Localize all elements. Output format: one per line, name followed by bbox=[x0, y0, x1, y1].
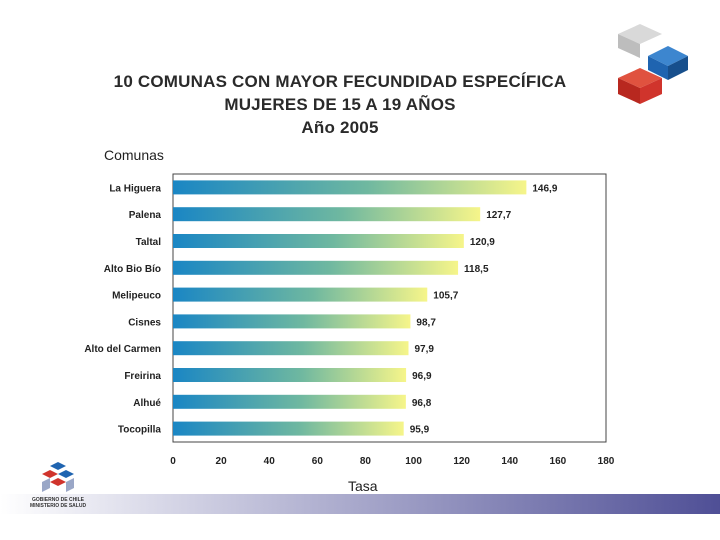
slide-title: 10 COMUNAS CON MAYOR FECUNDIDAD ESPECÍFI… bbox=[60, 70, 620, 139]
bar bbox=[173, 394, 406, 409]
value-label: 105,7 bbox=[433, 291, 458, 302]
gobierno-logo bbox=[42, 462, 74, 492]
title-line-3: Año 2005 bbox=[301, 118, 379, 137]
value-label: 96,8 bbox=[412, 398, 432, 409]
x-tick-label: 100 bbox=[405, 456, 422, 467]
category-label: Palena bbox=[129, 210, 162, 221]
bar bbox=[173, 234, 464, 248]
category-label: Alhué bbox=[133, 398, 161, 409]
x-tick-label: 0 bbox=[170, 456, 176, 467]
logo-blue-cube-icon bbox=[50, 462, 66, 470]
bar bbox=[173, 368, 407, 382]
x-tick-label: 180 bbox=[598, 456, 615, 467]
value-label: 98,7 bbox=[416, 317, 436, 328]
bar bbox=[173, 314, 411, 329]
x-tick-label: 160 bbox=[550, 456, 567, 467]
category-label: Melipeuco bbox=[112, 291, 161, 302]
value-label: 120,9 bbox=[470, 237, 495, 248]
brand-line-1: GOBIERNO DE CHILE bbox=[32, 497, 84, 503]
footer-band bbox=[0, 494, 720, 514]
x-tick-label: 120 bbox=[453, 456, 470, 467]
bar bbox=[173, 207, 481, 222]
value-label: 96,9 bbox=[412, 371, 432, 382]
grey-cube-side-icon bbox=[618, 34, 640, 58]
bar bbox=[173, 260, 459, 275]
category-label: Tocopilla bbox=[118, 425, 162, 436]
corner-cubes-logo bbox=[618, 24, 688, 104]
logo-grey-cube2-icon bbox=[66, 478, 74, 492]
category-label: La Higuera bbox=[109, 183, 161, 194]
bar bbox=[173, 287, 428, 302]
title-line-2: MUJERES DE 15 A 19 AÑOS bbox=[224, 95, 456, 114]
red-cube-side-icon bbox=[618, 78, 640, 104]
logo-red-cube-icon bbox=[42, 470, 58, 478]
value-label: 95,9 bbox=[410, 425, 430, 436]
x-tick-label: 80 bbox=[360, 456, 372, 467]
x-axis-title: Tasa bbox=[348, 478, 378, 494]
value-label: 118,5 bbox=[464, 264, 489, 275]
logo-blue-cube2-icon bbox=[58, 470, 74, 478]
bar bbox=[173, 341, 409, 356]
bar bbox=[173, 180, 527, 195]
bar bbox=[173, 421, 404, 436]
x-tick-label: 140 bbox=[501, 456, 518, 467]
x-tick-label: 40 bbox=[264, 456, 276, 467]
category-label: Taltal bbox=[136, 237, 162, 248]
labels-layer: La Higuera 146,9 Palena 127,7 Taltal 120,9 Alt… bbox=[84, 183, 614, 467]
brand-text: GOBIERNO DE CHILE MINISTERIO DE SALUD bbox=[28, 497, 88, 509]
value-label: 127,7 bbox=[486, 210, 511, 221]
value-label: 97,9 bbox=[415, 344, 435, 355]
category-label: Freirina bbox=[124, 371, 161, 382]
red-cube-right-icon bbox=[640, 78, 662, 104]
logo-grey-cube-icon bbox=[42, 478, 50, 492]
blue-cube-side-icon bbox=[648, 56, 668, 80]
category-label: Alto Bio Bío bbox=[104, 264, 161, 275]
value-label: 146,9 bbox=[532, 183, 557, 194]
brand-line-2: MINISTERIO DE SALUD bbox=[29, 503, 87, 509]
blue-cube-right-icon bbox=[668, 56, 688, 80]
category-label: Alto del Carmen bbox=[84, 344, 161, 355]
y-axis-title: Comunas bbox=[104, 147, 164, 163]
bars-layer bbox=[173, 180, 527, 436]
x-tick-label: 20 bbox=[216, 456, 228, 467]
title-line-1: 10 COMUNAS CON MAYOR FECUNDIDAD ESPECÍFI… bbox=[113, 72, 567, 91]
category-label: Cisnes bbox=[128, 317, 161, 328]
x-tick-label: 60 bbox=[312, 456, 324, 467]
logo-red-cube2-icon bbox=[50, 478, 66, 486]
